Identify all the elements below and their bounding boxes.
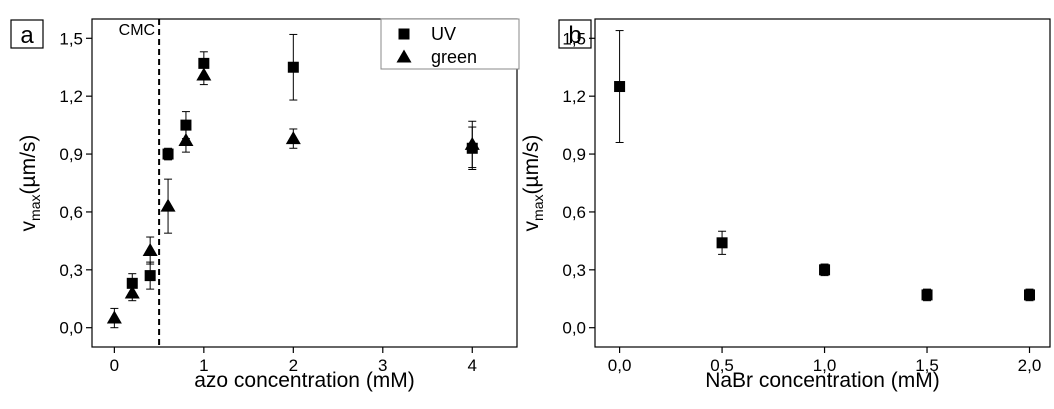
- data-point: [144, 270, 156, 282]
- y-axis-label-sub: max: [530, 194, 546, 220]
- x-tick-label: 0,5: [710, 356, 734, 375]
- panel-letter-box: [558, 19, 592, 49]
- x-tick-label: 0,0: [608, 356, 632, 375]
- y-tick-label: 0,3: [59, 261, 83, 280]
- data-point: [464, 136, 480, 150]
- chart-panel-a: a 0 1 2 3 4 0,0 0,3 0,6 0,9 1,2 1,5 azo concentratio…: [10, 18, 520, 392]
- legend-label: UV: [431, 24, 456, 44]
- data-point: [178, 133, 194, 147]
- y-tick-label: 0,6: [59, 203, 83, 222]
- data-point: [198, 57, 210, 69]
- panel-letter-box: [10, 19, 44, 49]
- data-point: [142, 243, 158, 257]
- y-tick-label: 0,0: [59, 319, 83, 338]
- data-point: [285, 131, 301, 145]
- x-tick-label: 4: [468, 356, 477, 375]
- data-point: [1024, 289, 1036, 301]
- data-point: [819, 264, 831, 276]
- panel-letter: b: [568, 22, 581, 49]
- x-tick-label: 0: [110, 356, 119, 375]
- data-point: [106, 310, 122, 324]
- y-axis-label-main: v: [17, 220, 40, 231]
- data-point: [160, 198, 176, 212]
- panel-letter: a: [20, 22, 34, 49]
- series-data: [614, 30, 1036, 302]
- y-tick-label: 0,3: [562, 261, 586, 280]
- x-tick-label: 3: [378, 356, 387, 375]
- data-point: [126, 277, 138, 289]
- data-point: [196, 67, 212, 81]
- y-tick-label: 1,5: [562, 29, 586, 48]
- x-axis-label: azo concentration (mM): [194, 369, 415, 392]
- y-axis-label-unit: (µm/s): [17, 135, 40, 195]
- x-tick-label: 1,5: [915, 356, 939, 375]
- y-tick-label: 1,2: [59, 87, 83, 106]
- x-tick-label: 1: [199, 356, 208, 375]
- x-axis-label: NaBr concentration (mM): [705, 369, 940, 392]
- data-point: [614, 81, 626, 93]
- legend: UV green: [380, 18, 520, 70]
- data-point: [124, 285, 140, 299]
- data-point: [921, 289, 933, 301]
- y-tick-label: 0,0: [562, 319, 586, 338]
- data-point: [287, 61, 299, 73]
- y-axis-label-sub: max: [27, 194, 43, 220]
- y-axis-label-main: v: [520, 220, 543, 231]
- y-tick-label: 0,9: [562, 145, 586, 164]
- plot-frame: [594, 18, 1051, 348]
- plot-frame: [91, 18, 518, 348]
- series-green: [106, 64, 480, 329]
- data-point: [716, 237, 728, 249]
- y-tick-label: 0,9: [59, 145, 83, 164]
- y-tick-label: 1,5: [59, 29, 83, 48]
- legend-marker: [398, 28, 410, 40]
- legend-marker: [396, 49, 412, 63]
- x-tick-label: 2,0: [1018, 356, 1042, 375]
- cmc-label: CMC: [119, 22, 155, 39]
- series-uv: [126, 33, 478, 294]
- data-point: [162, 148, 174, 160]
- y-tick-label: 1,2: [562, 87, 586, 106]
- data-point: [180, 119, 192, 131]
- y-axis-label-unit: (µm/s): [520, 135, 543, 195]
- y-axis-label: vmax(µm/s): [520, 135, 546, 232]
- x-tick-label: 1,0: [813, 356, 837, 375]
- x-tick-label: 2: [289, 356, 298, 375]
- y-axis-label: vmax(µm/s): [17, 135, 43, 232]
- legend-label: green: [431, 47, 477, 67]
- y-tick-label: 0,6: [562, 203, 586, 222]
